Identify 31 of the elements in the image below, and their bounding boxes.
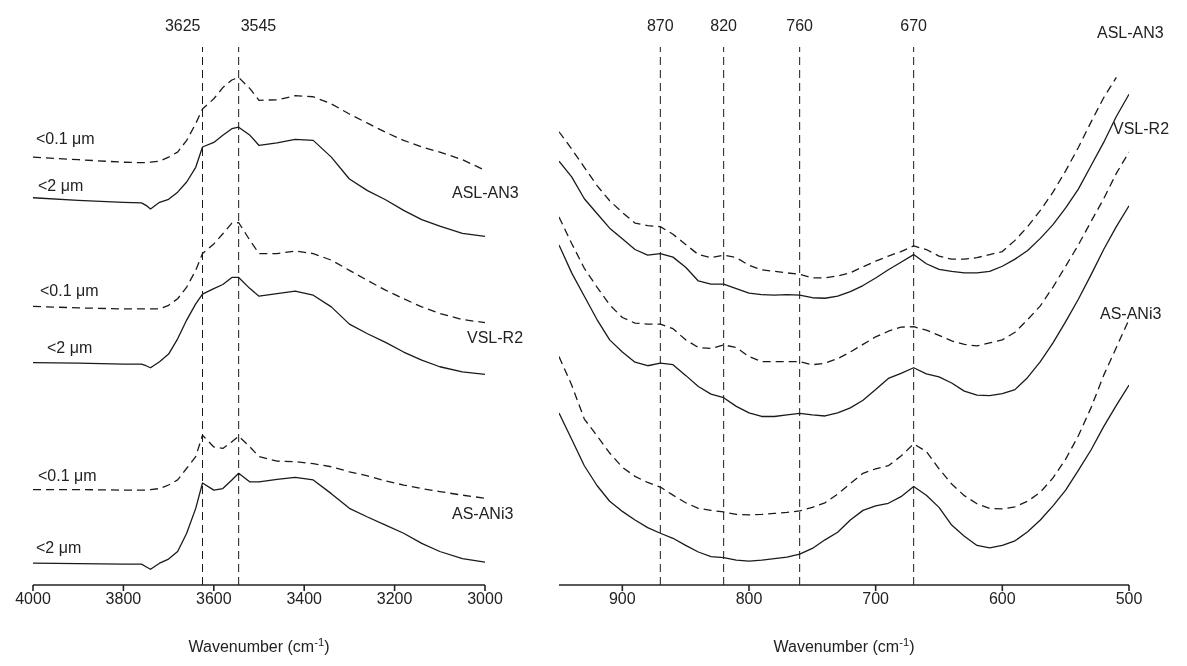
- x-tick-label: 3600: [196, 590, 232, 608]
- text: ASL-AN3: [1097, 23, 1164, 41]
- annotation: <0.1 μm: [36, 129, 95, 147]
- x-tick-label: 4000: [15, 590, 51, 608]
- x-axis-title: Wavenumber (cm$^{-1}$): [773, 636, 915, 655]
- x-tick-label: 3200: [376, 590, 413, 608]
- annotation: VSL-R2: [1113, 119, 1170, 137]
- ref-line-label: 820: [710, 17, 738, 34]
- annotation: <2 μm: [38, 176, 84, 194]
- ref-line-label: 870: [646, 17, 674, 34]
- x-tick-label: 900: [608, 590, 636, 608]
- annotation: VSL-R2: [467, 328, 524, 346]
- ref-line-label: 760: [786, 17, 814, 34]
- ref-line-label: 3545: [240, 17, 277, 34]
- x-tick-label: 500: [1115, 590, 1143, 608]
- annotation: <0.1 μm: [38, 466, 97, 484]
- x-tick-label: 700: [862, 590, 890, 608]
- x-tick-label: 800: [735, 590, 763, 608]
- x-tick-label: 3000: [467, 590, 503, 608]
- ref-line-label: 3625: [164, 17, 201, 34]
- annotation: AS-ANi3: [452, 504, 514, 522]
- x-tick-label: 600: [988, 590, 1016, 608]
- annotation: ASL-AN3: [452, 183, 519, 201]
- annotation: <2 μm: [47, 338, 93, 356]
- ref-line-label: 670: [900, 17, 928, 34]
- annotation: AS-ANi3: [1100, 304, 1162, 322]
- annotation: <0.1 μm: [40, 281, 99, 299]
- x-tick-label: 3800: [105, 590, 142, 608]
- x-tick-label: 3400: [286, 590, 323, 608]
- x-axis-title: Wavenumber (cm$^{-1}$): [188, 636, 330, 655]
- annotation: <2 μm: [36, 538, 82, 556]
